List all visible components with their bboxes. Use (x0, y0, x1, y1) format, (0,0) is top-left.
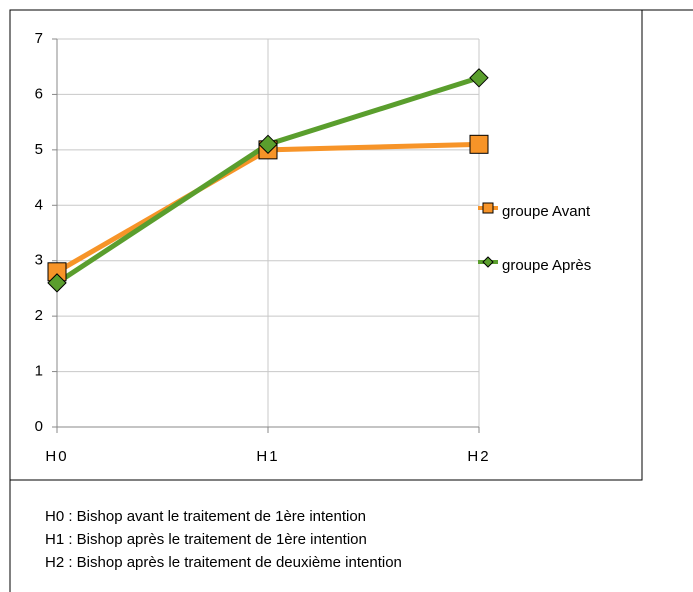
footnote: H2 : Bishop après le traitement de deuxi… (45, 554, 402, 571)
y-tick-label: 4 (35, 196, 43, 213)
legend-label: groupe Après (502, 257, 591, 274)
legend-label: groupe Avant (502, 203, 591, 220)
y-tick-label: 3 (35, 252, 43, 269)
y-tick-label: 6 (35, 85, 43, 102)
marker (482, 202, 494, 214)
y-tick-label: 7 (35, 30, 43, 47)
y-tick-label: 0 (35, 418, 43, 435)
chart-frame (9, 9, 643, 481)
marker (469, 134, 489, 154)
marker (482, 256, 494, 268)
y-tick-label: 2 (35, 307, 43, 324)
x-tick-label: H1 (256, 448, 279, 465)
marker (258, 134, 278, 155)
marker (47, 273, 67, 293)
footnote: H0 : Bishop avant le traitement de 1ère … (45, 508, 366, 525)
marker (469, 68, 489, 88)
y-tick-label: 5 (35, 141, 43, 158)
x-tick-label: H0 (45, 448, 68, 465)
x-tick-label: H2 (467, 448, 490, 465)
y-tick-label: 1 (35, 363, 43, 380)
footnote: H1 : Bishop après le traitement de 1ère … (45, 531, 367, 548)
